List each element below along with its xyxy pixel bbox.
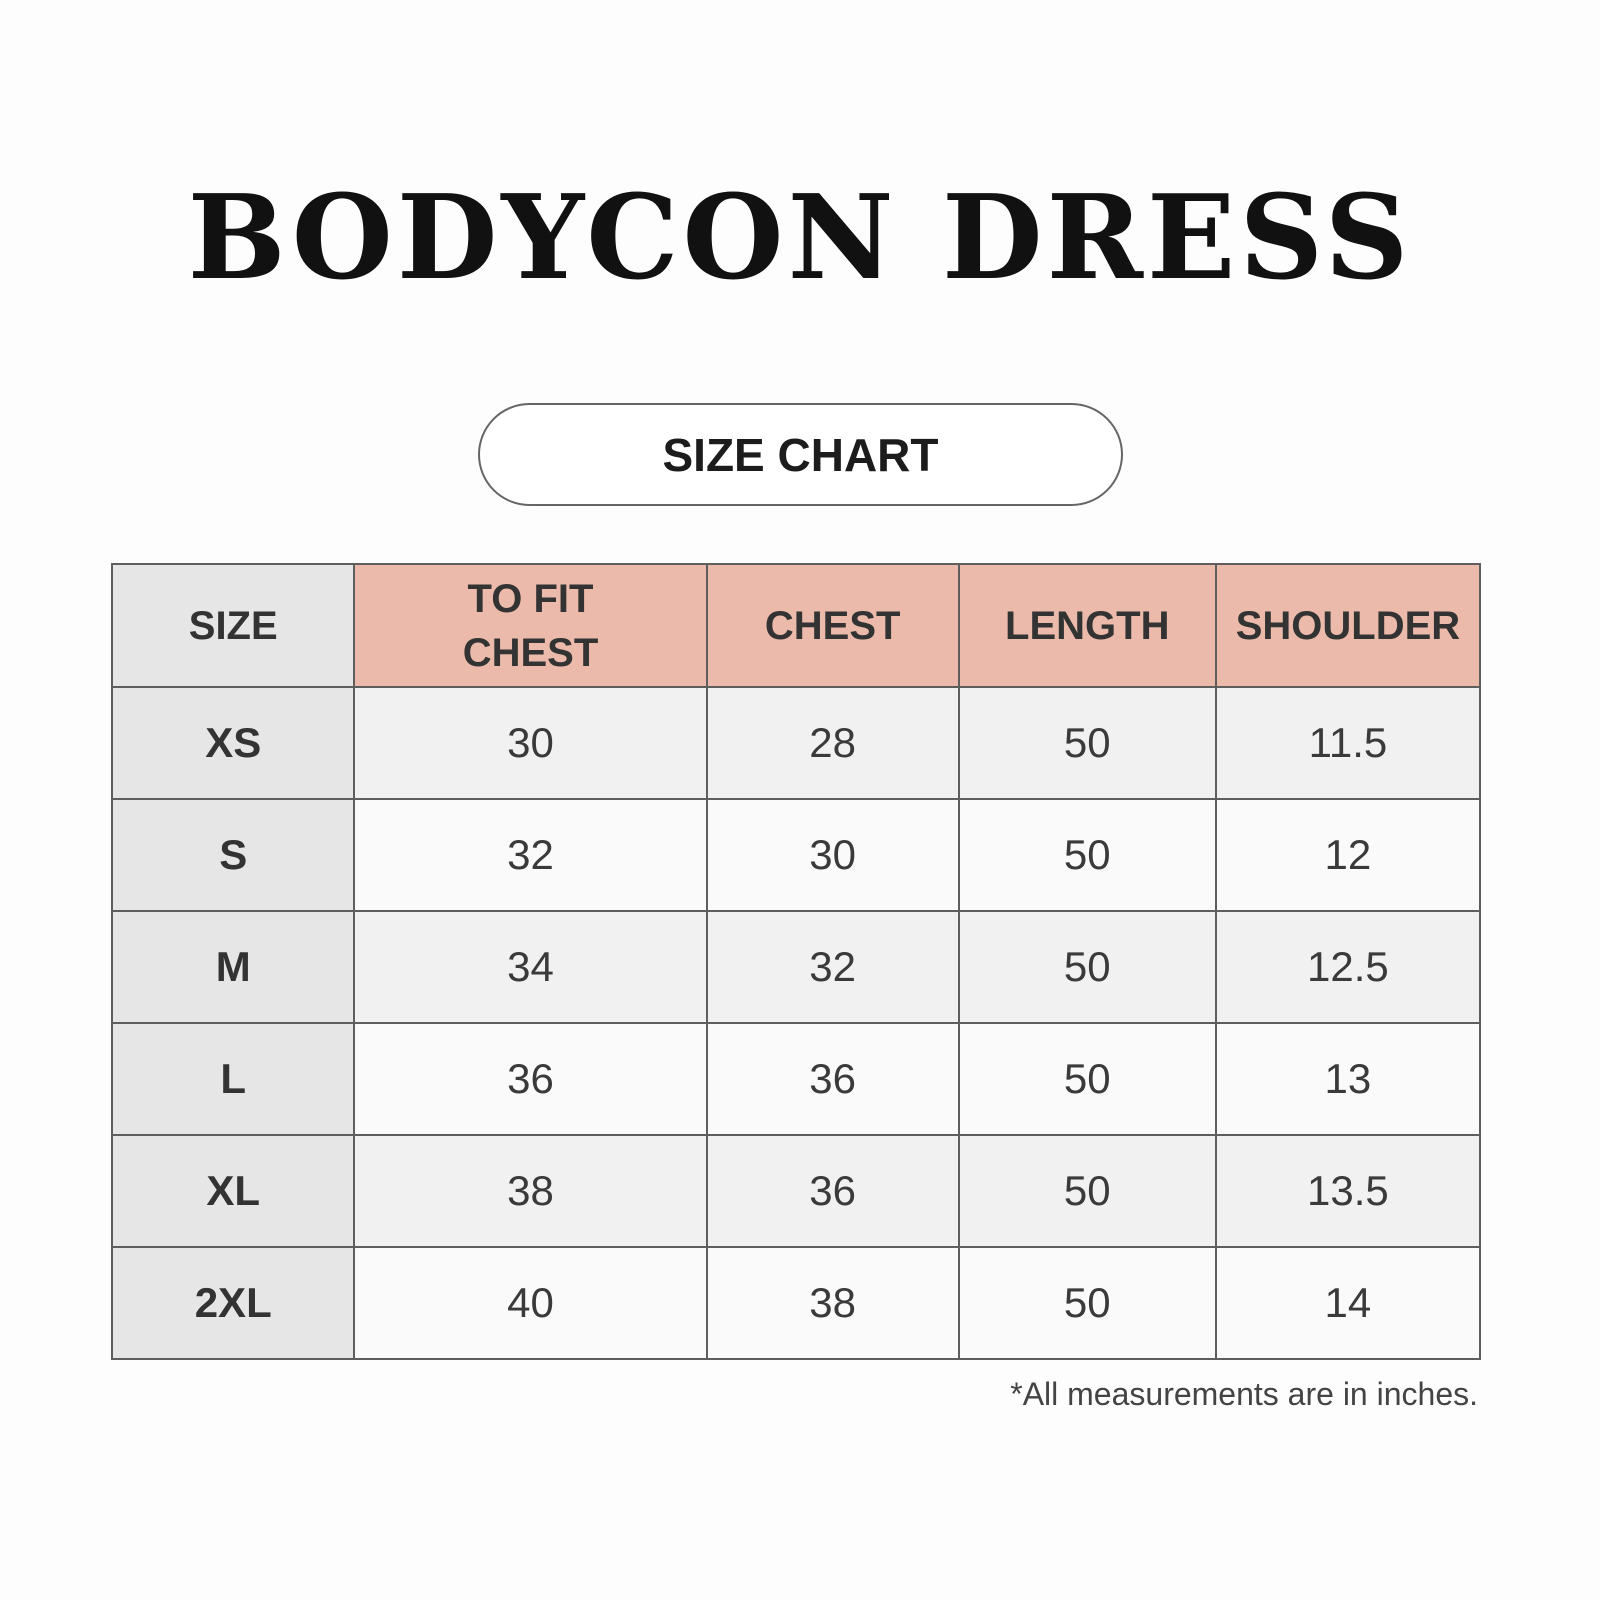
table-row: M 34 32 50 12.5 — [110, 910, 1482, 1024]
cell-to-fit-chest: 30 — [353, 686, 708, 800]
header-to-fit-chest: TO FIT CHEST — [353, 563, 708, 688]
cell-size: XL — [110, 1134, 356, 1248]
cell-shoulder: 12 — [1214, 798, 1482, 912]
cell-shoulder: 14 — [1214, 1246, 1482, 1360]
cell-length: 50 — [957, 798, 1217, 912]
cell-to-fit-chest: 32 — [353, 798, 708, 912]
cell-length: 50 — [957, 686, 1217, 800]
size-chart-badge: SIZE CHART — [478, 403, 1123, 506]
header-length: LENGTH — [957, 563, 1217, 688]
cell-shoulder: 13.5 — [1214, 1134, 1482, 1248]
footnote: *All measurements are in inches. — [1010, 1376, 1478, 1412]
cell-size: XS — [110, 686, 356, 800]
cell-shoulder: 12.5 — [1214, 910, 1482, 1024]
size-table: SIZE TO FIT CHEST CHEST LENGTH SHOULDER … — [110, 563, 1482, 1360]
header-row: SIZE TO FIT CHEST CHEST LENGTH SHOULDER — [110, 563, 1482, 688]
cell-length: 50 — [957, 1134, 1217, 1248]
cell-shoulder: 13 — [1214, 1022, 1482, 1136]
table-row: S 32 30 50 12 — [110, 798, 1482, 912]
cell-chest: 36 — [705, 1134, 960, 1248]
cell-chest: 32 — [705, 910, 960, 1024]
cell-size: S — [110, 798, 356, 912]
cell-chest: 28 — [705, 686, 960, 800]
cell-to-fit-chest: 40 — [353, 1246, 708, 1360]
cell-size: M — [110, 910, 356, 1024]
cell-size: L — [110, 1022, 356, 1136]
table-row: XS 30 28 50 11.5 — [110, 686, 1482, 800]
cell-chest: 38 — [705, 1246, 960, 1360]
cell-chest: 36 — [705, 1022, 960, 1136]
header-size: SIZE — [110, 563, 356, 688]
header-shoulder: SHOULDER — [1214, 563, 1482, 688]
cell-length: 50 — [957, 1246, 1217, 1360]
header-chest: CHEST — [705, 563, 960, 688]
table-row: 2XL 40 38 50 14 — [110, 1246, 1482, 1360]
cell-to-fit-chest: 38 — [353, 1134, 708, 1248]
cell-to-fit-chest: 34 — [353, 910, 708, 1024]
cell-chest: 30 — [705, 798, 960, 912]
cell-size: 2XL — [110, 1246, 356, 1360]
table-row: L 36 36 50 13 — [110, 1022, 1482, 1136]
page-title: BODYCON DRESS — [187, 170, 1413, 306]
cell-length: 50 — [957, 910, 1217, 1024]
cell-shoulder: 11.5 — [1214, 686, 1482, 800]
cell-to-fit-chest: 36 — [353, 1022, 708, 1136]
table-row: XL 38 36 50 13.5 — [110, 1134, 1482, 1248]
cell-length: 50 — [957, 1022, 1217, 1136]
